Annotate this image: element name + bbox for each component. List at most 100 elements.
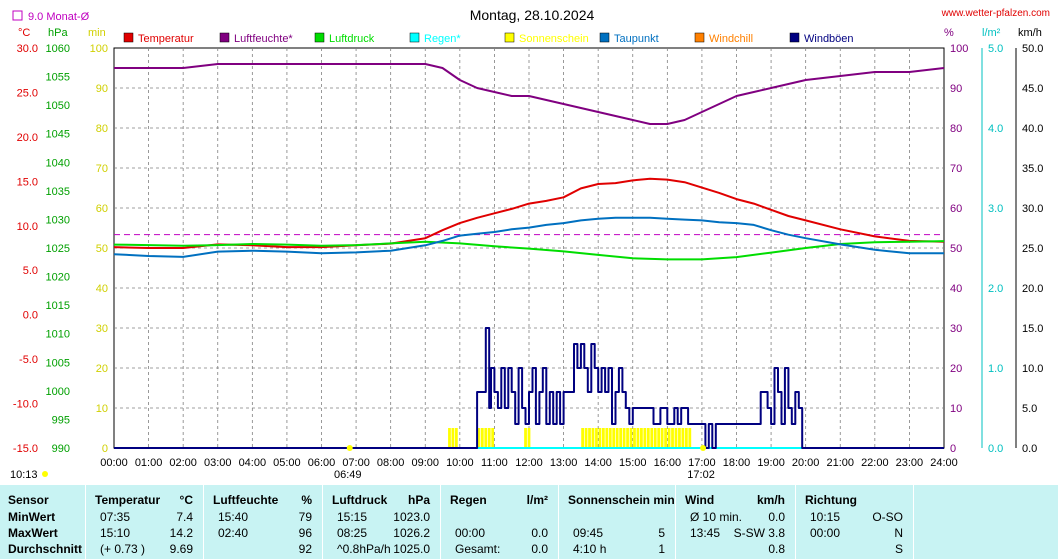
sunshine-bar <box>640 428 643 448</box>
sunshine-bar <box>657 428 661 448</box>
sunshine-bar <box>591 428 595 448</box>
table-cell-value: 0.0 <box>531 542 548 556</box>
legend-swatch <box>219 32 230 43</box>
table-header: Luftfeuchte <box>213 493 279 507</box>
sunshine-bar <box>660 428 664 448</box>
x-tick-label: 19:00 <box>757 457 785 469</box>
x-tick-label: 15:00 <box>619 457 647 469</box>
rain-tick-label: 1.0 <box>988 363 1003 375</box>
table-header: Temperatur <box>95 493 161 507</box>
x-tick-label: 20:00 <box>792 457 820 469</box>
series-line-luftdruck <box>113 240 945 261</box>
table-cell-value: 1025.0 <box>393 542 430 556</box>
unit-rain: l/m² <box>982 27 1001 39</box>
rain-tick-label: 5.0 <box>988 43 1003 55</box>
pressure-tick-label: 1005 <box>46 357 70 369</box>
sunshine-bar <box>487 428 491 448</box>
x-tick-label: 05:00 <box>273 457 301 469</box>
sunshine-bar <box>480 428 484 448</box>
pressure-tick-label: 1025 <box>46 243 70 255</box>
sunset-label: 17:02 <box>687 469 715 481</box>
sunshine-bar <box>477 428 481 448</box>
x-tick-label: 14:00 <box>584 457 612 469</box>
sunrise-label: 06:49 <box>334 469 362 481</box>
table-cell-value: 0.8 <box>768 542 785 556</box>
minutes-tick-label: 30 <box>96 323 108 335</box>
sunshine-bar <box>605 428 609 448</box>
sunshine-bar <box>615 428 619 448</box>
x-tick-label: 03:00 <box>204 457 232 469</box>
percent-tick-label: 30 <box>950 323 962 335</box>
chart-title: Montag, 28.10.2024 <box>470 7 595 23</box>
wind-tick-label: 20.0 <box>1022 283 1043 295</box>
table-header-unit: l/m² <box>526 493 548 507</box>
sunshine-bar <box>646 428 650 448</box>
sunshine-bar <box>612 428 616 448</box>
sunshine-bar <box>451 428 455 448</box>
x-tick-label: 22:00 <box>861 457 889 469</box>
table-header-unit: % <box>301 493 312 507</box>
pressure-tick-label: 1050 <box>46 100 70 112</box>
percent-tick-label: 60 <box>950 203 962 215</box>
table-cell-value: 79 <box>298 510 312 524</box>
table-cell-time: 4:10 h <box>573 542 607 556</box>
percent-tick-label: 0 <box>950 443 956 455</box>
percent-tick-label: 10 <box>950 403 962 415</box>
x-tick-label: 02:00 <box>169 457 197 469</box>
sun-markers: 06:49 17:02 10:13 <box>10 445 715 481</box>
temp-tick-label: 30.0 <box>17 43 38 55</box>
table-cell-time: 00:00 <box>455 526 486 540</box>
table-header: Richtung <box>805 493 857 507</box>
temp-tick-label: 10.0 <box>17 221 38 233</box>
table-cell-time: 15:15 <box>337 510 368 524</box>
legend-label: Regen* <box>424 33 461 45</box>
series-lines <box>113 63 945 449</box>
table-header: Sensor <box>8 493 49 507</box>
table-cell-value: 1023.0 <box>393 510 430 524</box>
x-tick-label: 11:00 <box>481 457 508 469</box>
table-column-separator <box>795 485 796 559</box>
first-time-label: 10:13 <box>10 469 38 481</box>
wind-tick-label: 30.0 <box>1022 203 1043 215</box>
pressure-tick-label: 1060 <box>46 43 70 55</box>
wind-tick-label: 10.0 <box>1022 363 1043 375</box>
rain-tick-label: 3.0 <box>988 203 1003 215</box>
table-row-label: MaxWert <box>8 526 58 540</box>
pressure-tick-label: 1030 <box>46 214 70 226</box>
table-cell-value: 96 <box>298 526 312 540</box>
table-cell-time: Ø 10 min. <box>690 510 743 524</box>
table-cell-time: 02:40 <box>218 526 249 540</box>
legend-swatch <box>599 32 610 43</box>
sunshine-bar <box>524 428 527 448</box>
sunshine-bar <box>454 428 458 448</box>
table-cell-value: N <box>894 526 903 540</box>
pressure-tick-label: 990 <box>52 443 70 455</box>
table-column-separator <box>203 485 204 559</box>
table-cell-value: 0.0 <box>531 526 548 540</box>
sunshine-bar <box>633 428 636 448</box>
unit-temp: °C <box>18 27 30 39</box>
weather-chart: Montag, 28.10.2024 www.wetter-pfalzen.co… <box>10 7 1050 481</box>
sunshine-bar <box>636 428 640 448</box>
series-line-windböen <box>114 327 944 449</box>
sunshine-bar <box>688 428 692 448</box>
rain-tick-label: 4.0 <box>988 123 1003 135</box>
table-cell-time: 13:45 <box>690 526 721 540</box>
x-tick-label: 17:00 <box>688 457 716 469</box>
minutes-tick-label: 10 <box>96 403 108 415</box>
legend-swatch <box>409 32 420 43</box>
sunshine-bar <box>619 428 623 448</box>
legend-swatch <box>789 32 800 43</box>
temp-tick-label: 15.0 <box>17 176 38 188</box>
table-cell-time: 08:25 <box>337 526 368 540</box>
summary-table: Sensor Temperatur °C Luftfeuchte% Luftdruck h… <box>0 485 1058 559</box>
legend-swatch <box>123 32 134 43</box>
x-tick-label: 09:00 <box>411 457 439 469</box>
sunshine-bar <box>584 428 588 448</box>
rain-tick-label: 0.0 <box>988 443 1003 455</box>
minutes-tick-label: 40 <box>96 283 108 295</box>
wind-tick-label: 15.0 <box>1022 323 1043 335</box>
legend-label: Windchill <box>709 33 753 45</box>
table-cell-time: 09:45 <box>573 526 604 540</box>
axes: 30.0 25.0 20.0 15.0 10.0 5.0 0.0 -5.0 -10.0 -15.0… <box>13 43 1044 469</box>
